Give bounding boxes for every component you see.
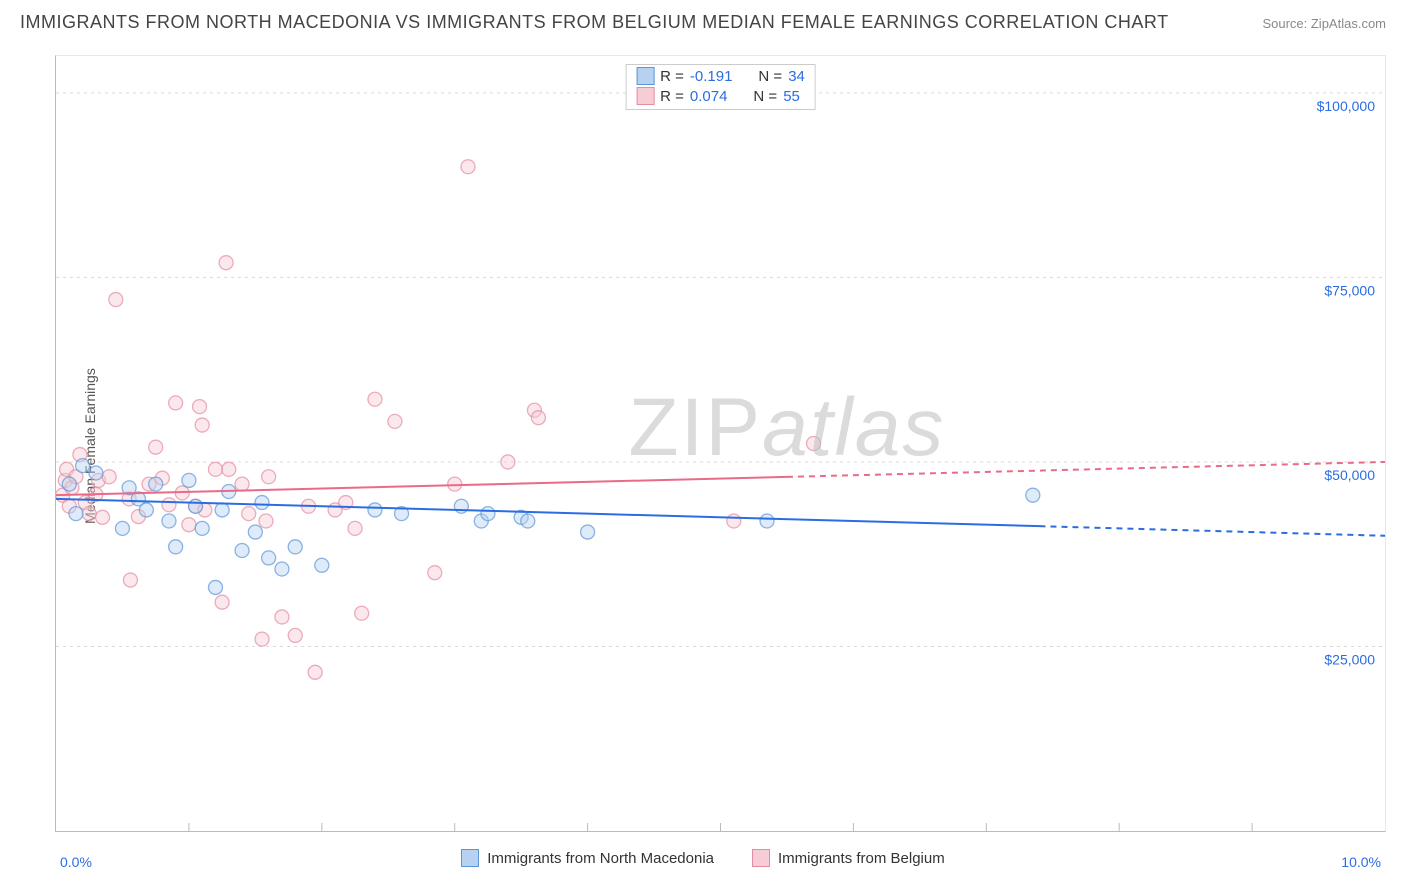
r-label: R = [660,88,684,105]
legend-item: Immigrants from North Macedonia [461,849,714,867]
legend-label: Immigrants from Belgium [778,850,945,867]
svg-text:$25,000: $25,000 [1324,651,1375,667]
scatter-plot: $25,000 $50,000 $75,000 $100,000 [56,56,1385,831]
source-label: Source: ZipAtlas.com [1262,16,1386,31]
n-label: N = [753,88,777,105]
chart-area: ZIPatlas $25,000$50,000$75,000$100,000 R… [55,55,1386,832]
swatch-icon [636,87,654,105]
corr-row: R = 0.074 N = 55 [636,86,805,106]
n-value: 34 [788,68,805,85]
svg-text:$75,000: $75,000 [1324,282,1375,298]
correlation-box: R = -0.191 N = 34 R = 0.074 N = 55 [625,64,816,110]
plot-region: ZIPatlas $25,000$50,000$75,000$100,000 R… [55,55,1386,832]
page-title: IMMIGRANTS FROM NORTH MACEDONIA VS IMMIG… [20,12,1169,33]
swatch-icon [461,849,479,867]
legend: Immigrants from North Macedonia Immigran… [0,849,1406,867]
svg-text:$50,000: $50,000 [1324,467,1375,483]
n-label: N = [758,68,782,85]
swatch-icon [752,849,770,867]
r-value: -0.191 [690,68,733,85]
corr-row: R = -0.191 N = 34 [636,66,805,86]
r-label: R = [660,68,684,85]
svg-text:$100,000: $100,000 [1317,98,1376,114]
n-value: 55 [783,88,800,105]
legend-label: Immigrants from North Macedonia [487,850,714,867]
swatch-icon [636,67,654,85]
r-value: 0.074 [690,88,728,105]
legend-item: Immigrants from Belgium [752,849,945,867]
